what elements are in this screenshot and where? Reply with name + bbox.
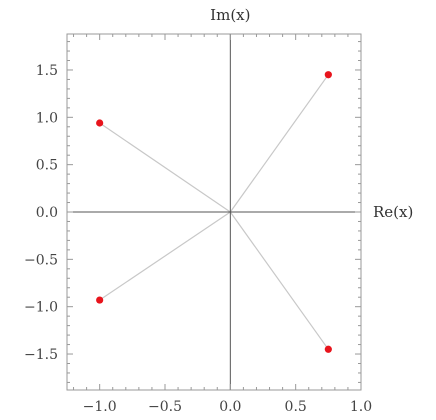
data-point <box>324 71 332 79</box>
axes-group <box>67 34 361 390</box>
data-points-group <box>96 71 332 353</box>
x-tick-label: 1.0 <box>350 399 372 415</box>
data-point <box>96 296 104 304</box>
y-tick-label: −1.0 <box>24 300 58 316</box>
x-tick-label: 0.5 <box>285 399 307 415</box>
spoke-line <box>229 211 329 350</box>
x-tick-label: 0.0 <box>219 399 241 415</box>
spoke-line <box>99 211 231 301</box>
y-tick-label: −0.5 <box>24 252 58 268</box>
y-tick-label: 0.0 <box>36 205 58 221</box>
y-tick-label: 1.5 <box>36 63 58 79</box>
y-axis-label: Im(x) <box>210 6 250 24</box>
x-tick-label: −1.0 <box>83 399 117 415</box>
spoke-line <box>99 122 231 213</box>
spoke-lines-group <box>99 74 329 350</box>
y-tick-label: −1.5 <box>24 347 58 363</box>
ticks-group: −1.0 −0.5 0.0 0.5 1.0 1.5 1.0 0.5 0.0 −0.5 −1.0 −1.… <box>24 34 372 415</box>
data-point <box>324 345 332 353</box>
spoke-line <box>229 74 329 213</box>
data-point <box>96 119 104 127</box>
y-tick-label: 1.0 <box>36 110 58 126</box>
y-tick-label: 0.5 <box>36 158 58 174</box>
x-tick-label: −0.5 <box>148 399 182 415</box>
x-axis-label: Re(x) <box>373 203 413 221</box>
